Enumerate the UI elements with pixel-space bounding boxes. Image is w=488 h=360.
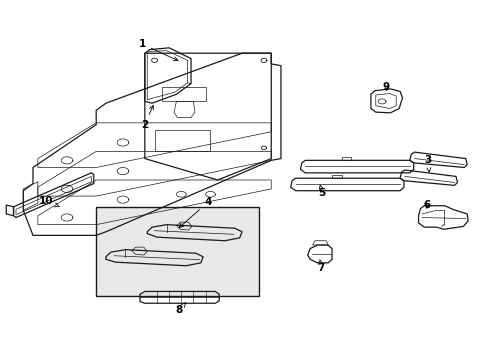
Text: 8: 8 (175, 303, 185, 315)
Text: 7: 7 (317, 260, 325, 273)
Text: 1: 1 (139, 39, 178, 61)
Text: 10: 10 (39, 197, 59, 207)
Text: 4: 4 (179, 197, 211, 228)
Bar (96, 207, 259, 296)
Text: 5: 5 (318, 185, 325, 198)
Text: 2: 2 (141, 105, 153, 130)
Text: 3: 3 (424, 156, 431, 172)
Text: 9: 9 (382, 82, 389, 92)
Text: 6: 6 (422, 200, 429, 210)
